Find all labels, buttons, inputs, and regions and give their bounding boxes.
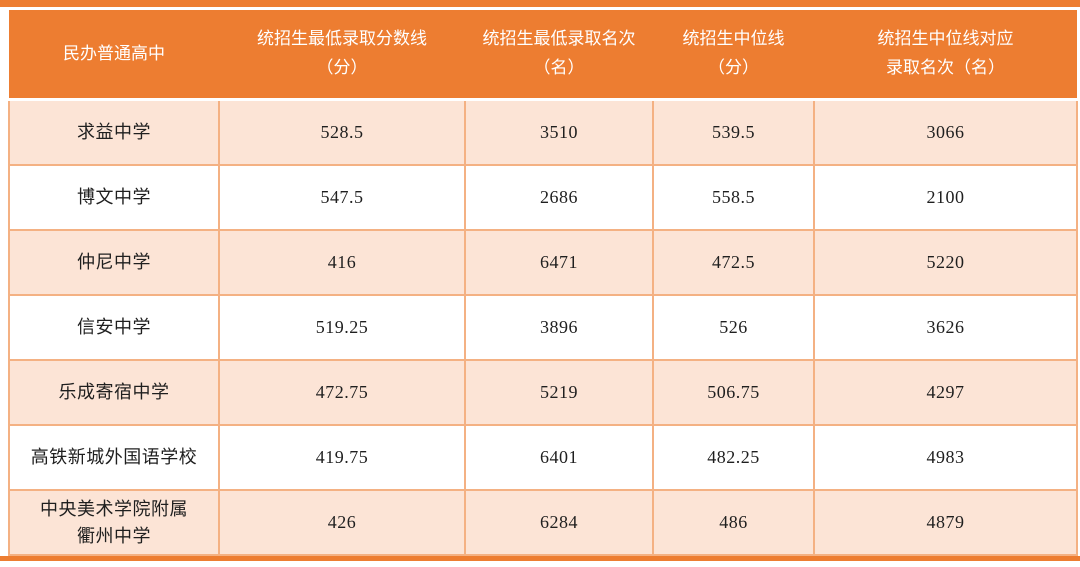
value-cell: 2686	[464, 164, 654, 231]
value-cell: 426	[218, 489, 466, 556]
value-cell: 4297	[813, 359, 1078, 426]
table-body: 求益中学 528.5 3510 539.5 3066 博文中学 547.5 26…	[8, 98, 1078, 556]
value-cell: 5220	[813, 229, 1078, 296]
value-cell: 547.5	[218, 164, 466, 231]
value-cell: 6284	[464, 489, 654, 556]
value-cell: 419.75	[218, 424, 466, 491]
value-cell: 4879	[813, 489, 1078, 556]
value-cell: 3510	[464, 98, 654, 166]
school-name-cell: 博文中学	[8, 164, 220, 231]
table-row: 中央美术学院附属 衢州中学 426 6284 486 4879	[8, 489, 1078, 556]
value-cell: 558.5	[652, 164, 815, 231]
value-cell: 472.5	[652, 229, 815, 296]
table-row: 博文中学 547.5 2686 558.5 2100	[8, 164, 1078, 231]
value-cell: 4983	[813, 424, 1078, 491]
table-row: 高铁新城外国语学校 419.75 6401 482.25 4983	[8, 424, 1078, 491]
table-row: 仲尼中学 416 6471 472.5 5220	[8, 229, 1078, 296]
table-header: 民办普通高中 统招生最低录取分数线 （分） 统招生最低录取名次 （名） 统招生中…	[9, 10, 1077, 101]
admission-table: 民办普通高中 统招生最低录取分数线 （分） 统招生最低录取名次 （名） 统招生中…	[8, 10, 1078, 556]
table-row: 信安中学 519.25 3896 526 3626	[8, 294, 1078, 361]
value-cell: 506.75	[652, 359, 815, 426]
value-cell: 416	[218, 229, 466, 296]
table-row: 乐成寄宿中学 472.75 5219 506.75 4297	[8, 359, 1078, 426]
value-cell: 519.25	[218, 294, 466, 361]
table-row: 求益中学 528.5 3510 539.5 3066	[8, 98, 1078, 166]
value-cell: 3626	[813, 294, 1078, 361]
value-cell: 3896	[464, 294, 654, 361]
value-cell: 2100	[813, 164, 1078, 231]
header-row: 民办普通高中 统招生最低录取分数线 （分） 统招生最低录取名次 （名） 统招生中…	[9, 10, 1077, 101]
value-cell: 539.5	[652, 98, 815, 166]
school-name-cell: 高铁新城外国语学校	[8, 424, 220, 491]
column-header-median-rank: 统招生中位线对应 录取名次（名）	[814, 10, 1077, 101]
bottom-border-strip	[0, 556, 1080, 561]
value-cell: 6401	[464, 424, 654, 491]
column-header-min-score: 统招生最低录取分数线 （分）	[219, 10, 465, 101]
school-name-cell: 中央美术学院附属 衢州中学	[8, 489, 220, 556]
value-cell: 528.5	[218, 98, 466, 166]
value-cell: 526	[652, 294, 815, 361]
school-name-cell: 求益中学	[8, 98, 220, 166]
school-name-cell: 乐成寄宿中学	[8, 359, 220, 426]
value-cell: 6471	[464, 229, 654, 296]
value-cell: 3066	[813, 98, 1078, 166]
column-header-median-score: 统招生中位线 （分）	[653, 10, 814, 101]
value-cell: 472.75	[218, 359, 466, 426]
top-border-strip	[0, 0, 1080, 7]
value-cell: 5219	[464, 359, 654, 426]
value-cell: 486	[652, 489, 815, 556]
column-header-min-rank: 统招生最低录取名次 （名）	[465, 10, 653, 101]
top-gap	[0, 7, 1080, 10]
column-header-school: 民办普通高中	[9, 10, 219, 101]
school-name-cell: 信安中学	[8, 294, 220, 361]
value-cell: 482.25	[652, 424, 815, 491]
school-name-cell: 仲尼中学	[8, 229, 220, 296]
